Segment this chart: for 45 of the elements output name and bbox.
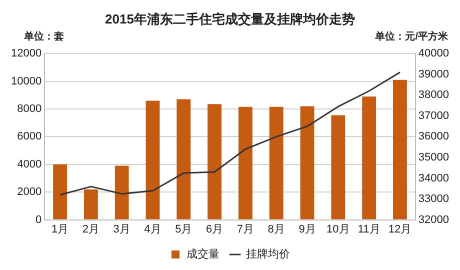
bar <box>176 99 191 220</box>
legend-label: 挂牌均价 <box>246 248 290 261</box>
y2-tick-label: 39000 <box>418 68 450 80</box>
bar <box>208 104 222 220</box>
x-tick-label: 5月 <box>175 223 192 236</box>
x-tick-label: 4月 <box>144 223 162 236</box>
bar <box>238 106 252 220</box>
bar <box>114 166 129 220</box>
bar <box>331 115 346 220</box>
legend-label: 成交量 <box>186 248 220 261</box>
y2-tick-label: 38000 <box>418 89 450 102</box>
bar <box>84 189 98 220</box>
chart-title: 2015年浦东二手住宅成交量及挂牌均价走势 <box>105 11 355 26</box>
y2-axis-title: 单位：元/平方米 <box>374 30 449 42</box>
x-tick-label: 8月 <box>268 223 285 236</box>
bar <box>362 96 376 220</box>
y2-tick-label: 40000 <box>418 48 450 60</box>
y-tick-label: 12000 <box>10 48 42 60</box>
y2-tick-label: 37000 <box>418 110 450 122</box>
bar <box>393 80 407 220</box>
y-tick-label: 10000 <box>10 75 42 88</box>
x-tick-label: 9月 <box>298 223 316 236</box>
bar <box>300 106 314 220</box>
bar <box>53 164 67 220</box>
y-tick-label: 6000 <box>17 130 42 143</box>
x-tick-label: 7月 <box>236 223 254 236</box>
y-tick-label: 2000 <box>17 186 42 198</box>
y2-tick-label: 33000 <box>418 193 450 206</box>
x-tick-label: 10月 <box>326 223 350 236</box>
bar <box>269 106 284 220</box>
y2-tick-label: 35000 <box>418 152 450 164</box>
x-tick-label: 11月 <box>358 223 380 236</box>
y2-tick-label: 32000 <box>418 214 450 226</box>
y-tick-label: 8000 <box>17 103 42 116</box>
y-axis-title: 单位：套 <box>23 30 64 42</box>
x-tick-label: 12月 <box>388 223 412 236</box>
y2-tick-label: 36000 <box>418 130 450 143</box>
x-tick-label: 3月 <box>113 223 130 236</box>
y-tick-label: 4000 <box>17 158 42 170</box>
bar <box>146 100 160 220</box>
y-tick-label: 0 <box>35 214 42 226</box>
x-tick-label: 6月 <box>206 223 224 236</box>
x-tick-label: 2月 <box>82 223 100 236</box>
y2-tick-label: 34000 <box>418 172 450 184</box>
x-tick-label: 1月 <box>51 223 69 236</box>
